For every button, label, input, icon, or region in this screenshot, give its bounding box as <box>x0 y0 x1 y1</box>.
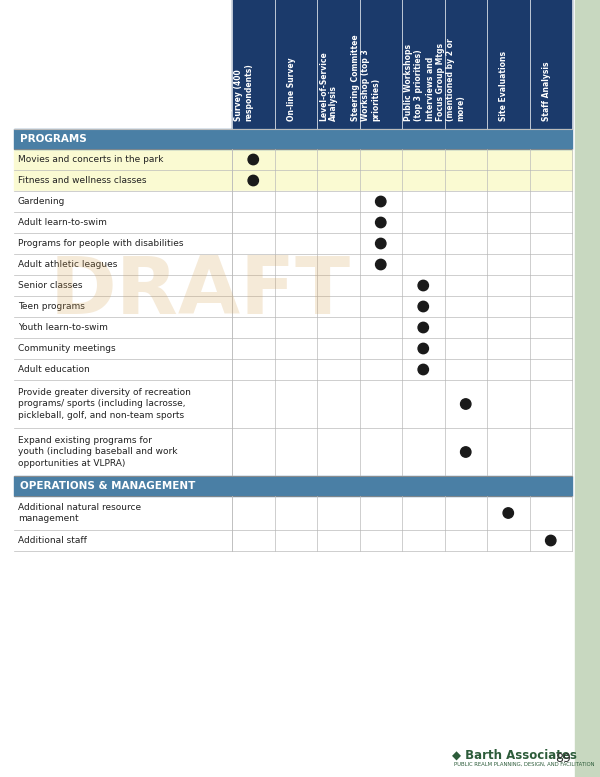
Bar <box>14 496 572 530</box>
Bar <box>14 170 572 191</box>
Text: Site Evaluations: Site Evaluations <box>499 51 508 121</box>
Text: PROGRAMS: PROGRAMS <box>20 134 87 144</box>
Text: DRAFT: DRAFT <box>49 253 350 332</box>
Text: Additional staff: Additional staff <box>18 536 87 545</box>
Text: 89: 89 <box>555 751 571 765</box>
Circle shape <box>461 447 471 457</box>
Bar <box>14 233 572 254</box>
Text: Additional natural resource
management: Additional natural resource management <box>18 503 141 523</box>
Circle shape <box>418 280 428 291</box>
Bar <box>232 0 572 129</box>
Bar <box>14 380 572 428</box>
Text: PUBLIC REALM PLANNING, DESIGN, AND FACILITATION: PUBLIC REALM PLANNING, DESIGN, AND FACIL… <box>454 761 595 766</box>
Text: Level-of-Service
Analysis: Level-of-Service Analysis <box>319 51 338 121</box>
Text: Programs for people with disabilities: Programs for people with disabilities <box>18 239 184 248</box>
Circle shape <box>418 364 428 375</box>
Circle shape <box>545 535 556 545</box>
Text: Community meetings: Community meetings <box>18 344 116 353</box>
Bar <box>14 191 572 212</box>
Text: Public Workshops
(top 3 priorities): Public Workshops (top 3 priorities) <box>404 44 423 121</box>
Text: Statistically-
Representative
Survey (400
respondents): Statistically- Representative Survey (40… <box>213 54 253 121</box>
Circle shape <box>503 508 514 518</box>
Text: Gardening: Gardening <box>18 197 65 206</box>
Circle shape <box>418 343 428 354</box>
Bar <box>14 296 572 317</box>
Bar <box>14 129 572 149</box>
Bar <box>14 254 572 275</box>
Bar <box>14 338 572 359</box>
Bar <box>14 530 572 551</box>
Circle shape <box>376 239 386 249</box>
Text: Interviews and
Focus Group Mtgs
(mentioned by 2 or
more): Interviews and Focus Group Mtgs (mention… <box>425 38 466 121</box>
Text: Staff Analysis: Staff Analysis <box>542 61 551 121</box>
Text: OPERATIONS & MANAGEMENT: OPERATIONS & MANAGEMENT <box>20 481 196 491</box>
Text: On-line Survey: On-line Survey <box>287 57 296 121</box>
Circle shape <box>418 301 428 312</box>
Text: Expand existing programs for
youth (including baseball and work
opportunities at: Expand existing programs for youth (incl… <box>18 437 178 468</box>
Text: Senior classes: Senior classes <box>18 281 83 290</box>
Bar <box>14 476 572 496</box>
Bar <box>14 149 572 170</box>
Text: Youth learn-to-swim: Youth learn-to-swim <box>18 323 108 332</box>
Circle shape <box>376 260 386 270</box>
Circle shape <box>248 155 259 165</box>
Bar <box>14 317 572 338</box>
Text: Adult athletic leagues: Adult athletic leagues <box>18 260 118 269</box>
Bar <box>14 428 572 476</box>
Text: Movies and concerts in the park: Movies and concerts in the park <box>18 155 163 164</box>
Bar <box>575 0 600 777</box>
Text: Adult education: Adult education <box>18 365 90 374</box>
Circle shape <box>461 399 471 409</box>
Circle shape <box>376 218 386 228</box>
Bar <box>14 212 572 233</box>
Circle shape <box>418 322 428 333</box>
Circle shape <box>376 197 386 207</box>
Text: Steering Committee
Workshop (top 3
priorities): Steering Committee Workshop (top 3 prior… <box>351 34 381 121</box>
Text: Teen programs: Teen programs <box>18 302 85 311</box>
Text: Adult learn-to-swim: Adult learn-to-swim <box>18 218 107 227</box>
Text: ◆ Barth Associates: ◆ Barth Associates <box>452 748 577 761</box>
Text: Fitness and wellness classes: Fitness and wellness classes <box>18 176 146 185</box>
Bar <box>14 359 572 380</box>
Text: Provide greater diversity of recreation
programs/ sports (including lacrosse,
pi: Provide greater diversity of recreation … <box>18 388 191 420</box>
Bar <box>14 275 572 296</box>
Circle shape <box>248 176 259 186</box>
